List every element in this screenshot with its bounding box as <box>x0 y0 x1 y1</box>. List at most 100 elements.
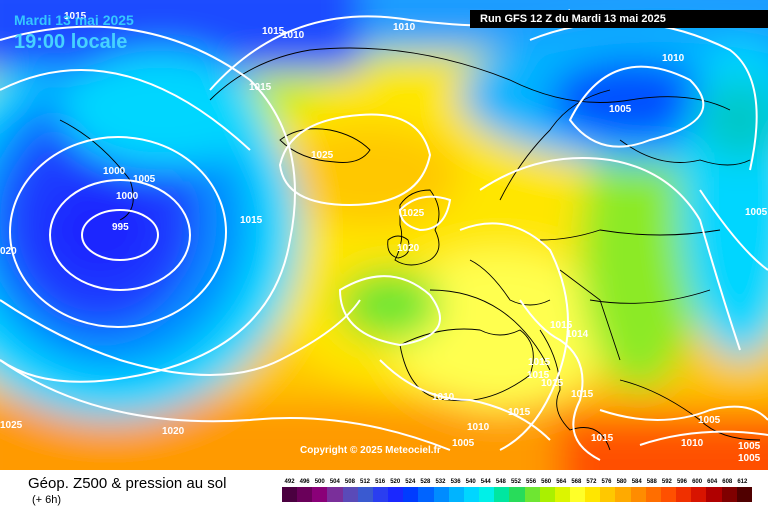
isobar-label: 1005 <box>745 207 768 218</box>
scale-label: 568 <box>571 479 582 485</box>
isobar-label: 1005 <box>698 415 721 426</box>
forecast-offset: (+ 6h) <box>32 494 62 506</box>
isobar-label: 1010 <box>662 53 685 64</box>
isobar-label: 1025 <box>0 420 23 431</box>
map-title: Géop. Z500 & pression au sol <box>28 475 227 492</box>
isobar-label: 1000 <box>116 191 139 202</box>
isobar-label: 1025 <box>311 150 334 161</box>
scale-label: 572 <box>586 479 597 485</box>
isobar-labels: 1015101510101010101510101015100510251000… <box>0 11 768 464</box>
coastlines <box>59 47 761 451</box>
scale-label: 540 <box>465 479 476 485</box>
scale-label: 496 <box>299 479 310 485</box>
legend-footer: Géop. Z500 & pression au sol (+ 6h) 492 4… <box>0 470 768 512</box>
scale-label: 612 <box>737 479 748 485</box>
scale-swatch <box>297 487 313 502</box>
scale-labels: 492 496 500 504 508 512 516 520 524 528 532 536 540 5… <box>282 479 752 485</box>
scale-label: 552 <box>510 479 521 485</box>
scale-swatch <box>433 487 449 502</box>
scale-swatch <box>357 487 373 502</box>
map-canvas: 1015101510101010101510101015100510251000… <box>0 0 768 470</box>
scale-swatch <box>569 487 586 502</box>
scale-swatch <box>721 487 737 502</box>
scale-label: 556 <box>526 479 537 485</box>
scale-label: 500 <box>314 479 325 485</box>
scale-label: 528 <box>420 479 431 485</box>
scale-label: 576 <box>601 479 612 485</box>
scale-label: 520 <box>390 479 401 485</box>
scale-label: 492 <box>284 479 295 485</box>
isobar-label: 1005 <box>738 453 761 464</box>
isobar-label: 1010 <box>282 30 305 41</box>
scale-swatch <box>494 487 510 502</box>
scale-swatch <box>585 487 601 502</box>
isobar-label: 1015 <box>64 11 87 22</box>
scale-swatch <box>388 487 404 502</box>
scale-swatch <box>660 487 677 502</box>
scale-label: 600 <box>692 479 703 485</box>
scale-label: 604 <box>707 479 718 485</box>
model-run-label: Run GFS 12 Z du Mardi 13 mai 2025 <box>470 10 768 28</box>
forecast-date: Mardi 13 mai 2025 <box>14 12 134 28</box>
isobar-label: 1015 <box>249 82 272 93</box>
isobar-label: 1005 <box>133 174 156 185</box>
isobar-label: 1005 <box>452 438 475 449</box>
isobar-label: 995 <box>112 222 129 233</box>
scale-label: 560 <box>541 479 552 485</box>
isobar-label: 1015 <box>550 320 573 331</box>
color-scale: 492 496 500 504 508 512 516 520 524 528 532 536 540 5… <box>282 479 752 502</box>
isobar-label: 1015 <box>508 407 531 418</box>
isobar-label: 1010 <box>681 438 704 449</box>
scale-label: 592 <box>661 479 672 485</box>
scale-swatch <box>403 487 419 502</box>
scale-label: 508 <box>344 479 355 485</box>
scale-label: 548 <box>495 479 506 485</box>
scale-label: 588 <box>646 479 657 485</box>
scale-bar <box>282 487 752 502</box>
isobar-label: 1015 <box>541 378 564 389</box>
scale-swatch <box>282 487 298 502</box>
isobar-label: 1010 <box>467 422 490 433</box>
isobar-label: 1014 <box>566 329 589 340</box>
scale-swatch <box>479 487 495 502</box>
scale-swatch <box>524 487 540 502</box>
isobar-label: 1005 <box>738 441 761 452</box>
isobars <box>0 9 768 461</box>
scale-swatch <box>372 487 389 502</box>
isobar-label: 020 <box>0 246 17 257</box>
isobar-label: 1015 <box>262 26 285 37</box>
isobar-label: 1005 <box>609 104 632 115</box>
scale-label: 544 <box>480 479 491 485</box>
scale-label: 584 <box>631 479 642 485</box>
scale-label: 516 <box>375 479 386 485</box>
isobar-label: 1015 <box>591 433 614 444</box>
scale-swatch <box>676 487 692 502</box>
scale-label: 564 <box>556 479 567 485</box>
scale-swatch <box>509 487 525 502</box>
scale-swatch <box>418 487 434 502</box>
scale-label: 536 <box>450 479 461 485</box>
isobar-label: 1025 <box>402 208 425 219</box>
scale-label: 596 <box>676 479 687 485</box>
scale-swatch <box>327 487 343 502</box>
scale-swatch <box>600 487 616 502</box>
scale-swatch <box>554 487 570 502</box>
scale-swatch <box>615 487 631 502</box>
scale-swatch <box>691 487 707 502</box>
isobar-label: 1000 <box>103 166 126 177</box>
scale-swatch <box>342 487 358 502</box>
scale-label: 580 <box>616 479 627 485</box>
scale-label: 524 <box>405 479 416 485</box>
isobar-label: 1020 <box>162 426 185 437</box>
forecast-time: 19:00 locale <box>14 31 128 53</box>
scale-label: 504 <box>329 479 340 485</box>
isobar-label: 1020 <box>397 243 420 254</box>
isobar-label: 1015 <box>527 370 550 381</box>
scale-swatch <box>463 487 480 502</box>
scale-swatch <box>312 487 328 502</box>
weather-map: 1015101510101010101510101015100510251000… <box>0 0 768 470</box>
scale-swatch <box>448 487 464 502</box>
scale-swatch <box>645 487 661 502</box>
isobar-label: 1010 <box>432 392 455 403</box>
scale-swatch <box>736 487 752 502</box>
